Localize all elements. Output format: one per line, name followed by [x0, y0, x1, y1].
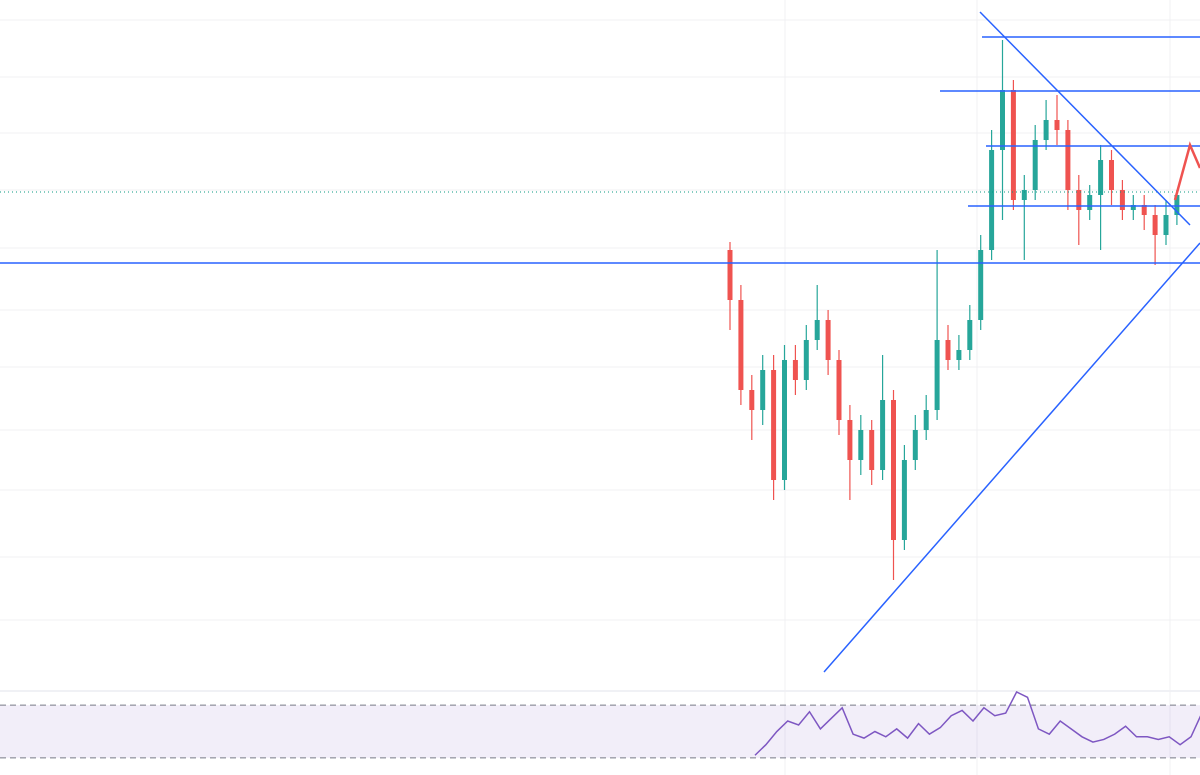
trend-line	[823, 242, 1200, 673]
candle-body	[1065, 130, 1071, 190]
candle-body	[1000, 90, 1005, 150]
candle-body	[978, 250, 984, 320]
candle-body	[880, 400, 886, 470]
rsi-line	[754, 691, 1200, 756]
candle-body	[836, 360, 842, 420]
candle-body	[771, 370, 777, 480]
candle-body	[814, 320, 820, 340]
candles	[727, 40, 1180, 580]
candle-body	[727, 250, 733, 300]
candle-body	[803, 340, 809, 380]
candle-body	[792, 360, 798, 380]
candle-body	[1032, 140, 1038, 190]
candle-body	[912, 430, 918, 460]
candle-body	[901, 460, 907, 540]
candle-body	[1130, 205, 1136, 210]
rsi-pane	[0, 691, 1200, 759]
candle-body	[1021, 190, 1027, 200]
candle-body	[847, 420, 853, 460]
candle-body	[760, 370, 766, 410]
candle-body	[967, 320, 973, 350]
trend-line	[979, 11, 1191, 226]
candle-body	[1054, 120, 1060, 130]
candle-body	[858, 430, 864, 460]
candle-body	[945, 340, 951, 360]
candle-body	[1109, 160, 1114, 190]
candle-body	[1163, 215, 1169, 235]
candle-body	[1087, 195, 1093, 210]
candle-body	[869, 430, 875, 470]
candle-body	[923, 410, 929, 430]
candle-body	[1010, 90, 1016, 200]
candle-body	[1076, 190, 1082, 210]
candle-body	[782, 360, 787, 480]
candle-body	[934, 340, 940, 410]
projection	[1173, 141, 1200, 201]
candle-body	[1141, 205, 1147, 215]
candle-body	[1119, 190, 1125, 210]
drawings	[0, 11, 1200, 673]
candle-body	[956, 350, 962, 360]
candle-body	[825, 320, 831, 360]
rsi-band	[0, 705, 1200, 758]
candle-body	[1043, 120, 1049, 140]
candle-body	[1174, 195, 1180, 215]
candle-body	[738, 300, 744, 390]
candle-body	[1152, 215, 1158, 235]
candle-body	[989, 150, 995, 250]
candle-body	[1098, 160, 1104, 195]
candle-body	[749, 390, 755, 410]
candle-body	[891, 400, 896, 540]
